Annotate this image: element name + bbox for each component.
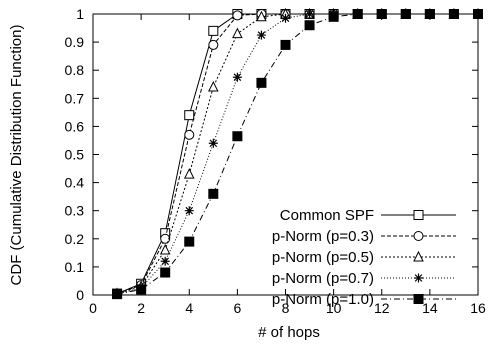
- series-line: [116, 13, 478, 295]
- data-point: [183, 168, 195, 179]
- data-point: [184, 206, 194, 216]
- data-point: [208, 80, 219, 92]
- legend: Common SPF p-Norm (p=0.3) p-Norm (p=0.5) p-…: [272, 207, 456, 308]
- x-axis-title: # of hops: [258, 324, 320, 341]
- y-axis-title: CDF (Cumulative Distribution Function): [8, 25, 25, 286]
- y-tick-label: 0.6: [65, 118, 85, 134]
- series-line: [116, 13, 478, 295]
- legend-label: p-Norm (p=0.7): [272, 270, 374, 287]
- data-point: [208, 138, 218, 148]
- y-tick-label: 0.7: [65, 90, 85, 106]
- series-5: [112, 9, 483, 300]
- x-tick-label: 12: [374, 300, 390, 316]
- x-tick-label: 6: [233, 300, 241, 316]
- y-tick-label: 0.5: [65, 147, 85, 163]
- legend-marker: [414, 273, 423, 283]
- series-line: [116, 13, 478, 295]
- y-tick-label: 0.4: [65, 175, 85, 191]
- data-point: [400, 9, 411, 19]
- data-point: [473, 9, 483, 19]
- legend-label: p-Norm (p=0.3): [272, 228, 374, 245]
- legend-label: p-Norm (p=1.0): [272, 291, 374, 308]
- y-tick-label: 1: [76, 6, 84, 22]
- legend-marker: [413, 210, 424, 220]
- data-point: [159, 243, 171, 255]
- data-point: [376, 9, 387, 19]
- data-point: [232, 10, 243, 21]
- data-point: [232, 131, 243, 142]
- x-tick-label: 14: [422, 300, 438, 316]
- legend-item-2: p-Norm (p=0.3): [272, 228, 456, 245]
- legend-marker: [413, 231, 424, 241]
- data-point: [208, 25, 219, 36]
- data-point: [304, 20, 315, 31]
- legend-item-3: p-Norm (p=0.5): [272, 249, 456, 266]
- data-point: [112, 289, 123, 300]
- y-tick-label: 0.1: [65, 259, 85, 275]
- data-point: [184, 110, 195, 121]
- x-tick-label: 10: [326, 300, 342, 316]
- y-tick-label: 0.9: [65, 34, 85, 50]
- x-tick-label: 4: [185, 300, 193, 316]
- legend-marker: [413, 250, 424, 262]
- data-point: [160, 256, 170, 266]
- y-tick-label: 0.3: [65, 203, 85, 219]
- data-point: [305, 9, 315, 19]
- y-tick-label: 0.2: [65, 231, 85, 247]
- data-point: [136, 284, 147, 295]
- data-point: [256, 77, 267, 88]
- data-point: [352, 9, 363, 19]
- data-point: [328, 11, 339, 22]
- data-point: [280, 39, 291, 50]
- legend-marker: [413, 294, 424, 304]
- data-point: [281, 13, 290, 23]
- x-tick-label: 16: [470, 300, 486, 316]
- series-layer: [111, 7, 484, 300]
- data-point: [184, 129, 195, 140]
- x-tick-label: 0: [89, 300, 97, 316]
- data-point: [424, 9, 435, 19]
- data-point: [160, 267, 171, 278]
- data-point: [160, 233, 171, 244]
- data-point: [256, 30, 266, 40]
- series-line: [116, 13, 478, 295]
- legend-label: p-Norm (p=0.5): [272, 249, 374, 266]
- data-point: [208, 188, 219, 199]
- y-tick-label: 0: [76, 287, 84, 303]
- legend-label: Common SPF: [280, 207, 374, 224]
- data-point: [448, 9, 459, 19]
- data-point: [184, 236, 195, 247]
- legend-item-1: Common SPF: [280, 207, 456, 224]
- data-point: [256, 10, 267, 22]
- y-tick-label: 0.8: [65, 62, 85, 78]
- legend-item-4: p-Norm (p=0.7): [272, 270, 456, 287]
- data-point: [232, 27, 243, 39]
- data-point: [232, 72, 242, 82]
- x-tick-label: 8: [282, 300, 290, 316]
- legend-item-5: p-Norm (p=1.0): [272, 291, 456, 308]
- data-point: [208, 39, 219, 50]
- x-tick-label: 2: [137, 300, 145, 316]
